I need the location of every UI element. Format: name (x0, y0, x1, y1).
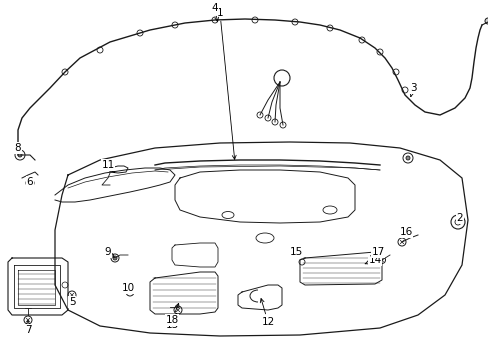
Text: 5: 5 (68, 297, 75, 307)
Text: 12: 12 (260, 298, 274, 327)
Circle shape (405, 156, 409, 160)
Text: 3: 3 (409, 83, 415, 96)
Text: 6: 6 (27, 177, 33, 187)
Text: 15: 15 (289, 247, 302, 258)
Text: 11: 11 (101, 160, 115, 173)
Text: 8: 8 (15, 143, 21, 153)
Text: 1: 1 (216, 8, 236, 159)
Text: 4: 4 (211, 3, 218, 21)
Text: 13: 13 (165, 314, 178, 330)
Text: 16: 16 (399, 227, 412, 237)
Text: 10: 10 (121, 283, 134, 293)
Text: 18: 18 (165, 303, 179, 325)
Text: 17: 17 (370, 247, 384, 257)
Text: 2: 2 (456, 213, 462, 223)
Circle shape (28, 181, 32, 185)
Text: 7: 7 (24, 321, 31, 335)
Circle shape (484, 18, 488, 24)
Circle shape (113, 256, 117, 260)
Text: 9: 9 (104, 247, 114, 257)
Text: 14: 14 (365, 255, 381, 265)
Circle shape (18, 153, 22, 157)
